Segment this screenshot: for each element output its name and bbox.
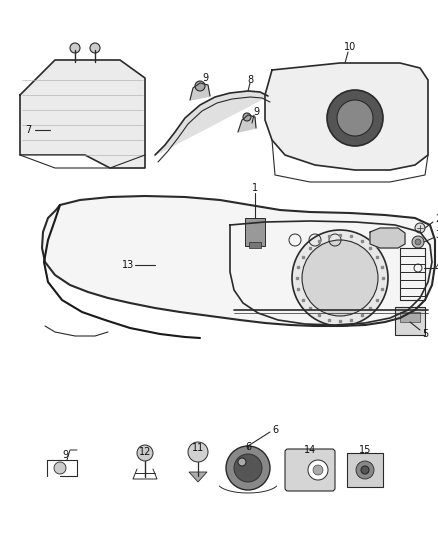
Circle shape <box>226 446 270 490</box>
Text: 1: 1 <box>252 183 258 193</box>
Polygon shape <box>42 196 435 326</box>
Circle shape <box>54 462 66 474</box>
Text: 6: 6 <box>272 425 278 435</box>
Circle shape <box>234 454 262 482</box>
Bar <box>249 242 261 248</box>
Circle shape <box>70 43 80 53</box>
Circle shape <box>243 113 251 121</box>
Text: 12: 12 <box>139 447 151 457</box>
Polygon shape <box>370 228 405 248</box>
Circle shape <box>415 223 425 233</box>
Text: 14: 14 <box>304 445 316 455</box>
Circle shape <box>188 442 208 462</box>
Text: 13: 13 <box>122 260 134 270</box>
Circle shape <box>412 236 424 248</box>
Circle shape <box>292 230 388 326</box>
Circle shape <box>195 81 205 91</box>
Text: 9: 9 <box>62 450 68 460</box>
Bar <box>347 453 383 487</box>
Polygon shape <box>238 115 256 132</box>
Text: 10: 10 <box>344 42 356 52</box>
Polygon shape <box>155 91 268 155</box>
Text: 6: 6 <box>245 442 251 452</box>
Polygon shape <box>20 60 145 168</box>
Circle shape <box>238 458 246 466</box>
Text: 15: 15 <box>359 445 371 455</box>
Text: 8: 8 <box>247 75 253 85</box>
Bar <box>245 218 265 246</box>
Circle shape <box>137 445 153 461</box>
Polygon shape <box>190 83 210 100</box>
Text: 3: 3 <box>435 230 438 240</box>
Circle shape <box>308 460 328 480</box>
Text: 11: 11 <box>192 443 204 453</box>
Text: 7: 7 <box>25 125 31 135</box>
Circle shape <box>337 100 373 136</box>
FancyBboxPatch shape <box>285 449 335 491</box>
Circle shape <box>302 240 378 316</box>
Circle shape <box>415 239 421 245</box>
Text: 4: 4 <box>435 263 438 273</box>
Circle shape <box>327 90 383 146</box>
Text: 9: 9 <box>202 73 208 83</box>
Polygon shape <box>265 63 428 170</box>
Bar <box>395 307 425 335</box>
Circle shape <box>90 43 100 53</box>
Circle shape <box>361 466 369 474</box>
Bar <box>400 312 420 322</box>
Text: 9: 9 <box>253 107 259 117</box>
Circle shape <box>356 461 374 479</box>
Circle shape <box>313 465 323 475</box>
Polygon shape <box>189 472 207 482</box>
Text: 2: 2 <box>435 214 438 224</box>
Text: 5: 5 <box>422 329 428 339</box>
